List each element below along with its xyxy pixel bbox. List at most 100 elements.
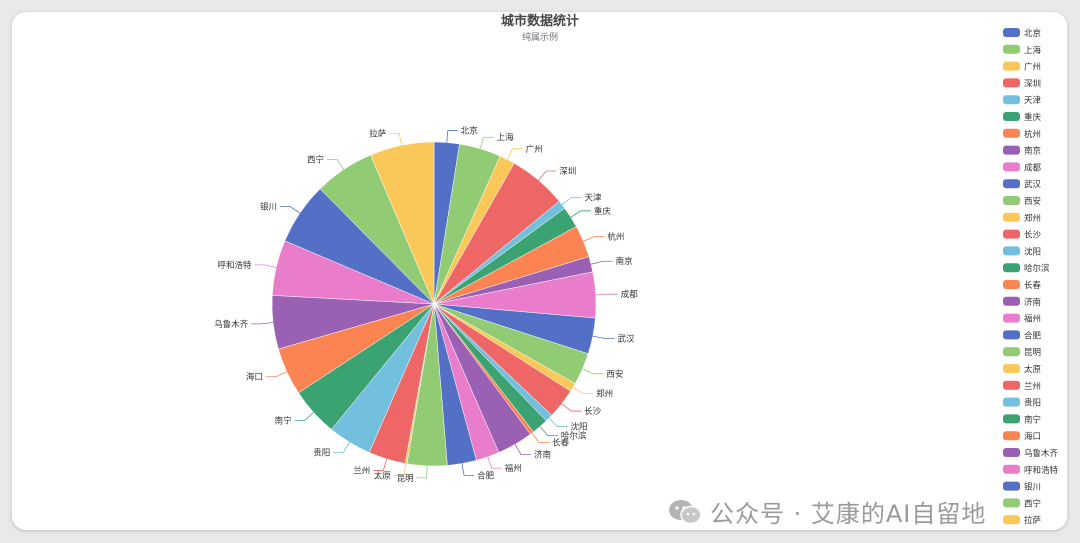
label-line-太原 (393, 463, 407, 476)
legend-item-天津[interactable]: 天津 (1024, 95, 1042, 106)
legend-item-兰州[interactable]: 兰州 (1024, 381, 1041, 392)
slice-label-杭州: 杭州 (607, 232, 624, 243)
label-line-福州 (487, 456, 502, 469)
slice-label-福州: 福州 (505, 463, 522, 474)
legend-swatch-福州[interactable] (1003, 313, 1020, 323)
slice-label-兰州: 兰州 (353, 465, 370, 476)
legend-swatch-广州[interactable] (1003, 61, 1020, 71)
legend-item-昆明[interactable]: 昆明 (1024, 348, 1041, 358)
wechat-icon (668, 499, 702, 525)
legend-item-长沙[interactable]: 长沙 (1024, 230, 1042, 241)
label-line-杭州 (583, 236, 605, 242)
label-line-北京 (446, 130, 458, 143)
legend-item-长春[interactable]: 长春 (1024, 280, 1042, 291)
slice-label-乌鲁木齐: 乌鲁木齐 (214, 319, 249, 330)
legend-item-深圳[interactable]: 深圳 (1024, 78, 1041, 89)
legend-swatch-太原[interactable] (1003, 364, 1020, 373)
slice-label-北京: 北京 (461, 126, 478, 137)
label-line-乌鲁木齐 (251, 322, 274, 325)
legend-swatch-南京[interactable] (1003, 145, 1020, 155)
legend-item-重庆[interactable]: 重庆 (1024, 112, 1042, 123)
legend-item-太原[interactable]: 太原 (1024, 364, 1041, 375)
legend-swatch-合肥[interactable] (1003, 330, 1020, 340)
legend-swatch-哈尔滨[interactable] (1003, 263, 1020, 273)
label-line-南京 (590, 260, 613, 265)
legend-item-郑州[interactable]: 郑州 (1024, 213, 1041, 224)
legend-swatch-重庆[interactable] (1003, 112, 1020, 121)
slice-label-拉萨: 拉萨 (369, 129, 387, 140)
legend-swatch-上海[interactable] (1003, 44, 1020, 54)
slice-label-沈阳: 沈阳 (571, 422, 588, 433)
legend-swatch-银川[interactable] (1003, 481, 1020, 491)
legend-swatch-海口[interactable] (1003, 431, 1020, 441)
legend-item-西安[interactable]: 西安 (1024, 196, 1041, 207)
legend-item-呼和浩特[interactable]: 呼和浩特 (1024, 465, 1059, 476)
legend-item-南京[interactable]: 南京 (1024, 146, 1041, 157)
label-line-济南 (514, 444, 532, 456)
legend-swatch-北京[interactable] (1003, 28, 1020, 37)
legend-item-北京[interactable]: 北京 (1024, 28, 1041, 39)
legend-item-成都[interactable]: 成都 (1024, 162, 1042, 173)
slice-label-呼和浩特: 呼和浩特 (217, 260, 252, 271)
legend-swatch-呼和浩特[interactable] (1003, 464, 1020, 474)
label-line-重庆 (570, 210, 591, 218)
label-line-南宁 (294, 412, 314, 421)
pie-slice-拉萨[interactable] (370, 141, 435, 305)
legend-swatch-武汉[interactable] (1003, 179, 1020, 189)
legend-item-广州[interactable]: 广州 (1024, 62, 1041, 73)
legend-item-济南[interactable]: 济南 (1024, 297, 1041, 308)
legend-item-乌鲁木齐[interactable]: 乌鲁木齐 (1024, 448, 1059, 459)
chart-subtitle: 纯属示例 (522, 31, 558, 43)
pie-chart: 城市数据统计 纯属示例 北京上海广州深圳天津重庆杭州南京成都武汉西安郑州长沙沈阳… (214, 13, 1059, 526)
legend-item-海口[interactable]: 海口 (1024, 431, 1041, 442)
label-line-哈尔滨 (539, 426, 558, 437)
legend-swatch-长春[interactable] (1003, 280, 1020, 289)
slice-label-南宁: 南宁 (275, 415, 292, 426)
legend-swatch-天津[interactable] (1003, 95, 1020, 105)
label-line-兰州 (373, 458, 388, 471)
legend-item-武汉[interactable]: 武汉 (1024, 179, 1042, 190)
legend-item-合肥[interactable]: 合肥 (1024, 330, 1042, 341)
watermark: 公众号 · 艾康的AI自留地 (668, 494, 986, 529)
legend-item-上海[interactable]: 上海 (1024, 45, 1042, 56)
legend-swatch-兰州[interactable] (1003, 380, 1020, 390)
legend-item-拉萨[interactable]: 拉萨 (1024, 515, 1042, 526)
legend-swatch-拉萨[interactable] (1003, 515, 1020, 525)
legend-swatch-西安[interactable] (1003, 196, 1020, 205)
chart-card: 城市数据统计 纯属示例 北京 上海 广州 深圳 天津 重庆 杭州 南京 成都 武汉 西安 郑州 长沙 沈阳… (12, 12, 1067, 530)
legend-swatch-南宁[interactable] (1003, 414, 1020, 424)
slice-label-贵阳: 贵阳 (313, 447, 330, 458)
legend-item-西宁[interactable]: 西宁 (1024, 498, 1041, 509)
label-line-沈阳 (548, 417, 568, 427)
slice-label-济南: 济南 (534, 450, 551, 461)
slice-label-重庆: 重庆 (594, 206, 612, 217)
chart-title: 城市数据统计 (501, 13, 579, 29)
legend-item-哈尔滨[interactable]: 哈尔滨 (1024, 263, 1050, 274)
legend-item-福州[interactable]: 福州 (1024, 314, 1041, 325)
legend-swatch-济南[interactable] (1003, 296, 1020, 306)
slice-label-成都: 成都 (621, 289, 639, 300)
legend-swatch-长沙[interactable] (1003, 229, 1020, 239)
label-line-长沙 (561, 403, 582, 412)
legend-swatch-成都[interactable] (1003, 162, 1020, 172)
legend-swatch-郑州[interactable] (1003, 212, 1020, 222)
legend-swatch-深圳[interactable] (1003, 78, 1020, 88)
label-line-长春 (531, 432, 550, 444)
slice-label-郑州: 郑州 (596, 389, 613, 400)
legend-item-贵阳[interactable]: 贵阳 (1024, 398, 1041, 409)
legend-swatch-昆明[interactable] (1003, 347, 1020, 357)
legend-swatch-杭州[interactable] (1003, 128, 1020, 138)
legend-item-沈阳[interactable]: 沈阳 (1024, 246, 1041, 257)
slice-label-西安: 西安 (606, 369, 623, 380)
label-line-武汉 (592, 335, 615, 339)
legend-item-南宁[interactable]: 南宁 (1024, 414, 1041, 425)
slice-label-深圳: 深圳 (559, 166, 576, 177)
legend-swatch-西宁[interactable] (1003, 498, 1020, 508)
legend-swatch-贵阳[interactable] (1003, 397, 1020, 407)
legend-item-杭州[interactable]: 杭州 (1024, 129, 1041, 140)
legend-item-银川[interactable]: 银川 (1024, 482, 1041, 493)
legend-swatch-沈阳[interactable] (1003, 246, 1020, 256)
label-line-呼和浩特 (254, 264, 277, 268)
slice-label-西宁: 西宁 (307, 155, 324, 166)
legend-swatch-乌鲁木齐[interactable] (1003, 448, 1020, 457)
